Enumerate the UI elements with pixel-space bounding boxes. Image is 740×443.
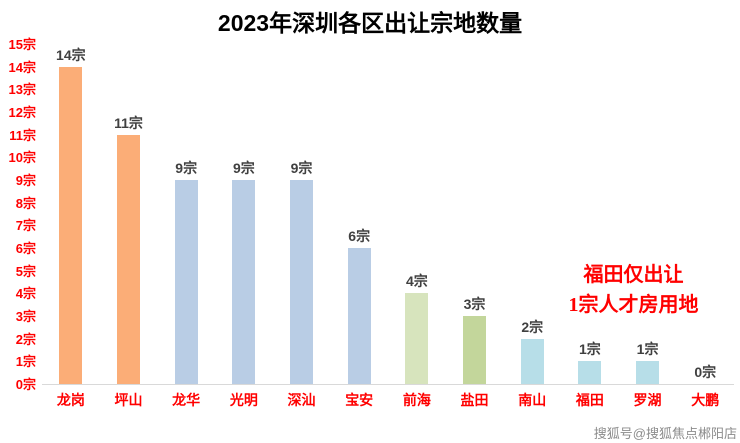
x-axis-tick-label: 福田 — [575, 392, 604, 408]
y-axis-tick-label: 13宗 — [8, 82, 36, 98]
annotation-line-2: 1宗人才房用地 — [568, 294, 699, 316]
bar — [405, 293, 429, 384]
y-axis-tick-label: 2宗 — [15, 331, 36, 347]
y-axis: 0宗 1宗 2宗 3宗 4宗 5宗 6宗 7宗 8宗 9宗 10宗 11宗 12宗 13宗 14宗 15宗 — [0, 37, 38, 392]
x-axis-tick-label: 盐田 — [460, 392, 489, 408]
x-axis-tick-label: 大鹏 — [691, 392, 720, 408]
y-axis-tick-label: 11宗 — [9, 127, 36, 143]
bar-value-label: 3宗 — [463, 296, 486, 312]
bar-column: 0宗 — [676, 45, 734, 384]
y-axis-tick-label: 5宗 — [15, 263, 36, 279]
bar-column: 9宗 — [215, 45, 273, 384]
x-axis-tick-label: 龙华 — [172, 392, 201, 408]
x-axis: 龙岗 坪山 龙华 光明 深汕 宝安 前海 盐田 南山 福田 罗湖 大鹏 — [42, 390, 734, 410]
x-axis-tick-label: 宝安 — [345, 392, 374, 408]
bar — [290, 180, 314, 384]
bar — [636, 361, 660, 384]
y-axis-tick-label: 15宗 — [8, 37, 36, 52]
bar — [232, 180, 256, 384]
bar-column: 9宗 — [157, 45, 215, 384]
y-axis-tick-label: 4宗 — [15, 286, 36, 302]
bar — [174, 180, 198, 384]
x-axis-tick-label: 前海 — [402, 392, 431, 408]
bar-column: 4宗 — [388, 45, 446, 384]
bar — [59, 67, 83, 384]
x-axis-tick-label: 罗湖 — [633, 392, 662, 408]
y-axis-tick-label: 6宗 — [15, 241, 36, 256]
y-axis-tick-label: 14宗 — [8, 59, 36, 75]
bar-value-label: 9宗 — [232, 160, 255, 176]
y-axis-tick-label: 8宗 — [15, 195, 36, 211]
x-axis-tick-label: 龙岗 — [56, 392, 85, 408]
bar-value-label: 0宗 — [694, 364, 717, 380]
x-axis-tick-label: 深汕 — [287, 392, 316, 408]
bar-value-label: 2宗 — [521, 318, 544, 335]
bar-value-label: 14宗 — [56, 47, 86, 63]
bar-column: 14宗 — [42, 45, 100, 384]
plot-area: 14宗 11宗 9宗 9宗 9宗 6宗 4宗 3宗 2宗 1宗 1宗 0宗 — [42, 45, 734, 385]
annotation-line-1: 福田仅出让 — [583, 264, 684, 286]
bar — [117, 134, 140, 384]
y-axis-tick-label: 10宗 — [8, 150, 36, 166]
annotation: 福田仅出让 1宗人才房用地 — [541, 260, 726, 320]
chart-title: 2023年深圳各区出让宗地数量 — [217, 10, 523, 36]
y-axis-tick-label: 7宗 — [15, 218, 36, 234]
bar-column: 3宗 — [446, 45, 504, 384]
bar — [347, 248, 371, 384]
bar — [463, 316, 487, 384]
bar-value-label: 1宗 — [636, 341, 659, 358]
bar-value-label: 11宗 — [114, 114, 143, 131]
bar — [578, 361, 602, 384]
bar-value-label: 9宗 — [175, 160, 198, 176]
y-axis-tick-label: 0宗 — [15, 377, 36, 392]
y-axis-tick-label: 3宗 — [15, 309, 36, 324]
bar-column: 1宗 — [619, 45, 677, 384]
y-axis-tick-label: 1宗 — [15, 354, 36, 370]
bar-value-label: 6宗 — [348, 228, 371, 244]
bar-value-label: 1宗 — [578, 341, 601, 358]
bar-value-label: 9宗 — [290, 160, 313, 176]
y-axis-tick-label: 9宗 — [15, 173, 36, 188]
bar-value-label: 4宗 — [405, 273, 428, 290]
bar-column: 1宗 — [561, 45, 619, 384]
watermark: 搜狐号@搜狐焦点郴阳店 — [593, 426, 737, 441]
bar-column: 9宗 — [273, 45, 331, 384]
x-axis-tick-label: 光明 — [229, 392, 258, 408]
bar-column: 6宗 — [330, 45, 388, 384]
bar-column: 11宗 — [100, 45, 158, 384]
bar-column: 2宗 — [503, 45, 561, 384]
x-axis-tick-label: 坪山 — [114, 392, 143, 408]
x-axis-tick-label: 南山 — [518, 392, 547, 408]
y-axis-tick-label: 12宗 — [8, 105, 36, 120]
bar — [520, 338, 544, 384]
bars-container: 14宗 11宗 9宗 9宗 9宗 6宗 4宗 3宗 2宗 1宗 1宗 0宗 — [42, 45, 734, 384]
